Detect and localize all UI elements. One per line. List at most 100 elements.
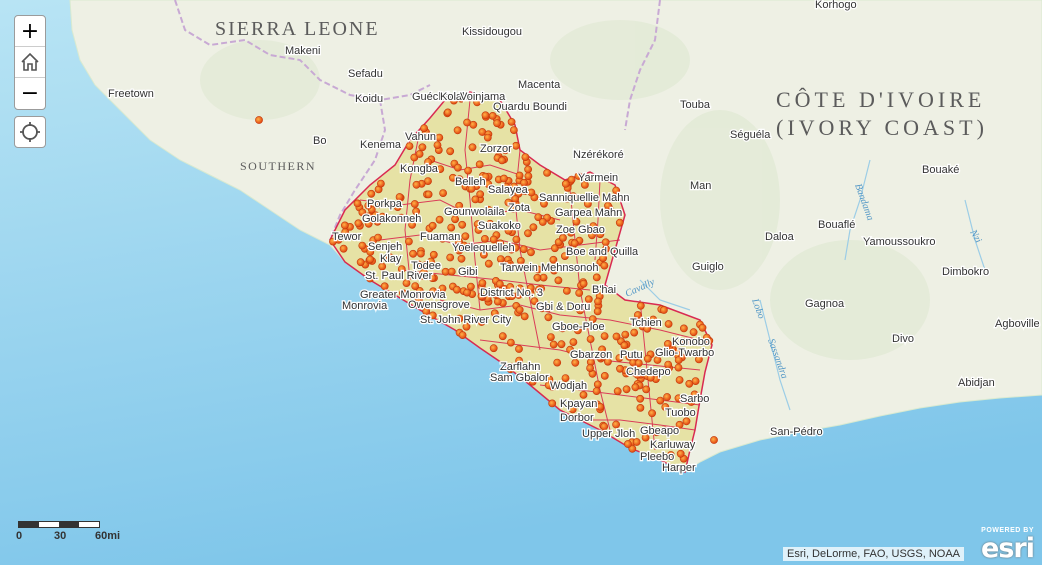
- case-marker[interactable]: [474, 226, 483, 234]
- case-marker[interactable]: [504, 226, 513, 235]
- case-marker[interactable]: [702, 333, 711, 342]
- case-marker[interactable]: [620, 341, 629, 350]
- case-marker[interactable]: [698, 323, 707, 332]
- case-marker[interactable]: [521, 153, 530, 161]
- case-marker[interactable]: [685, 379, 694, 388]
- case-marker[interactable]: [600, 371, 609, 380]
- case-marker[interactable]: [646, 373, 655, 382]
- case-marker[interactable]: [506, 338, 515, 347]
- case-marker[interactable]: [461, 232, 470, 241]
- case-marker[interactable]: [436, 165, 445, 173]
- case-marker[interactable]: [515, 305, 524, 314]
- case-marker[interactable]: [364, 219, 373, 228]
- case-marker[interactable]: [463, 118, 471, 127]
- case-marker[interactable]: [631, 383, 640, 392]
- case-marker[interactable]: [412, 180, 421, 189]
- case-marker[interactable]: [593, 307, 602, 316]
- case-marker[interactable]: [489, 235, 498, 244]
- case-marker[interactable]: [484, 205, 493, 214]
- locate-button[interactable]: [14, 116, 46, 148]
- case-marker[interactable]: [584, 224, 593, 233]
- case-marker[interactable]: [378, 262, 387, 271]
- case-marker[interactable]: [612, 186, 621, 195]
- case-marker[interactable]: [397, 265, 406, 273]
- case-marker[interactable]: [329, 237, 337, 246]
- case-marker[interactable]: [534, 265, 542, 274]
- case-marker[interactable]: [438, 284, 447, 293]
- case-marker[interactable]: [680, 324, 688, 333]
- case-marker[interactable]: [563, 194, 571, 203]
- case-marker[interactable]: [600, 332, 609, 340]
- case-marker[interactable]: [467, 184, 476, 193]
- case-marker[interactable]: [373, 199, 381, 208]
- case-marker[interactable]: [471, 195, 480, 204]
- case-marker[interactable]: [663, 393, 671, 401]
- case-marker[interactable]: [484, 180, 493, 188]
- case-marker[interactable]: [601, 238, 610, 247]
- case-marker[interactable]: [439, 189, 447, 197]
- case-marker[interactable]: [584, 199, 592, 208]
- case-marker[interactable]: [446, 147, 455, 156]
- case-marker[interactable]: [515, 356, 523, 365]
- case-marker[interactable]: [600, 422, 609, 431]
- case-marker[interactable]: [380, 282, 389, 291]
- case-marker[interactable]: [408, 220, 416, 229]
- case-marker[interactable]: [612, 332, 621, 341]
- case-marker[interactable]: [549, 340, 558, 349]
- case-marker[interactable]: [613, 387, 622, 396]
- case-marker[interactable]: [516, 284, 524, 293]
- case-marker[interactable]: [402, 279, 411, 287]
- case-marker[interactable]: [464, 166, 472, 175]
- esri-logo[interactable]: POWERED BY esri: [972, 527, 1035, 564]
- case-marker[interactable]: [661, 403, 670, 411]
- case-marker[interactable]: [604, 357, 612, 366]
- case-marker[interactable]: [476, 190, 485, 199]
- case-marker[interactable]: [567, 228, 575, 237]
- case-marker[interactable]: [664, 360, 673, 369]
- case-marker[interactable]: [517, 256, 525, 265]
- case-marker[interactable]: [367, 189, 376, 198]
- case-marker[interactable]: [682, 337, 690, 346]
- case-marker[interactable]: [429, 250, 438, 259]
- case-marker[interactable]: [558, 324, 567, 333]
- case-marker[interactable]: [512, 141, 520, 150]
- case-marker[interactable]: [457, 94, 466, 103]
- case-marker[interactable]: [540, 199, 548, 208]
- case-marker[interactable]: [535, 285, 543, 294]
- case-marker[interactable]: [674, 356, 683, 364]
- case-marker[interactable]: [418, 143, 427, 152]
- case-marker[interactable]: [512, 235, 521, 244]
- case-marker[interactable]: [411, 282, 420, 290]
- case-marker[interactable]: [358, 241, 367, 250]
- case-marker[interactable]: [634, 311, 642, 319]
- case-marker[interactable]: [586, 364, 594, 372]
- case-marker[interactable]: [507, 292, 516, 300]
- case-marker[interactable]: [528, 377, 537, 386]
- case-marker[interactable]: [675, 376, 684, 384]
- case-marker[interactable]: [660, 426, 668, 435]
- case-marker[interactable]: [489, 344, 498, 353]
- case-marker[interactable]: [508, 362, 517, 371]
- case-marker[interactable]: [534, 213, 543, 222]
- case-marker[interactable]: [675, 420, 684, 429]
- case-marker[interactable]: [660, 306, 668, 314]
- case-marker[interactable]: [549, 255, 558, 264]
- case-marker[interactable]: [598, 345, 606, 354]
- case-marker[interactable]: [393, 203, 402, 211]
- case-marker[interactable]: [399, 289, 407, 298]
- case-marker[interactable]: [628, 444, 637, 453]
- case-marker[interactable]: [462, 322, 471, 331]
- case-marker[interactable]: [339, 244, 348, 253]
- case-marker[interactable]: [557, 340, 566, 349]
- case-marker[interactable]: [621, 330, 630, 339]
- case-marker[interactable]: [520, 178, 528, 187]
- case-marker[interactable]: [596, 230, 605, 239]
- case-marker[interactable]: [255, 116, 263, 124]
- case-marker[interactable]: [568, 405, 577, 414]
- case-marker[interactable]: [414, 260, 423, 269]
- case-marker[interactable]: [428, 221, 437, 230]
- case-marker[interactable]: [404, 237, 413, 246]
- case-marker[interactable]: [586, 335, 595, 343]
- case-marker[interactable]: [682, 417, 691, 426]
